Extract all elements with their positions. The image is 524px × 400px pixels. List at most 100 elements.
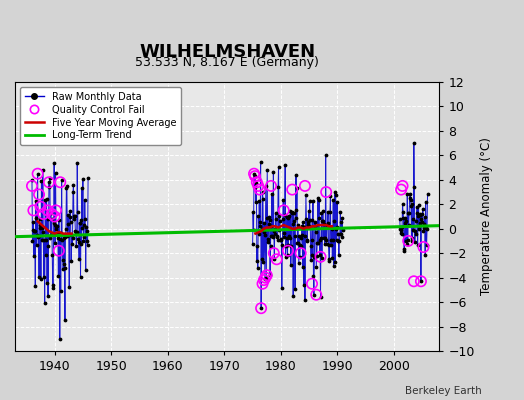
Point: [42, 196, 51, 202]
Point: [293, 222, 302, 228]
Point: [73, 209, 82, 215]
Point: [410, 184, 419, 191]
Point: [338, 215, 346, 222]
Point: [322, 189, 330, 195]
Point: [29, 207, 38, 214]
Point: [399, 209, 407, 215]
Point: [48, 252, 57, 258]
Point: [57, 230, 66, 236]
Point: [38, 236, 47, 243]
Point: [403, 191, 411, 197]
Point: [397, 230, 406, 237]
Point: [279, 216, 287, 222]
Point: [252, 199, 260, 205]
Point: [401, 220, 410, 226]
Point: [304, 222, 312, 228]
Point: [336, 231, 345, 238]
Point: [255, 231, 263, 237]
Point: [300, 224, 309, 230]
Point: [327, 237, 335, 243]
Point: [288, 210, 296, 216]
Point: [288, 209, 297, 215]
Point: [71, 228, 80, 235]
Point: [323, 219, 332, 226]
Point: [294, 260, 303, 266]
Point: [308, 252, 316, 259]
Point: [263, 215, 271, 221]
Point: [291, 207, 300, 214]
Point: [80, 234, 88, 241]
Point: [255, 197, 264, 204]
Point: [273, 234, 281, 240]
Point: [272, 256, 281, 262]
Title: WILHELMSHAVEN: WILHELMSHAVEN: [139, 43, 315, 61]
Point: [326, 209, 334, 216]
Point: [77, 217, 85, 224]
Point: [56, 236, 64, 242]
Point: [277, 236, 286, 242]
Point: [252, 180, 260, 186]
Point: [270, 227, 278, 234]
Point: [251, 173, 259, 179]
Point: [256, 159, 265, 166]
Point: [75, 220, 84, 226]
Point: [83, 242, 92, 249]
Point: [292, 214, 301, 221]
Point: [62, 226, 70, 232]
Point: [267, 232, 276, 239]
Point: [45, 179, 53, 186]
Point: [397, 230, 405, 236]
Point: [286, 208, 294, 214]
Point: [259, 196, 267, 202]
Point: [261, 182, 270, 189]
Point: [300, 224, 308, 231]
Point: [331, 192, 340, 198]
Point: [55, 230, 63, 236]
Point: [408, 201, 416, 207]
Point: [303, 236, 311, 243]
Point: [290, 218, 298, 224]
Point: [79, 238, 88, 244]
Point: [310, 292, 318, 298]
Point: [307, 257, 315, 263]
Point: [59, 266, 67, 272]
Point: [407, 203, 415, 209]
Point: [78, 185, 86, 191]
Point: [329, 236, 337, 243]
Point: [323, 222, 331, 228]
Point: [261, 232, 269, 238]
Point: [301, 297, 309, 303]
Point: [298, 264, 307, 270]
Point: [260, 276, 269, 282]
Point: [332, 226, 340, 232]
Point: [400, 248, 409, 254]
Point: [308, 280, 316, 287]
Point: [412, 218, 420, 225]
Point: [272, 233, 281, 239]
Point: [404, 238, 412, 244]
Point: [280, 212, 289, 218]
Point: [37, 276, 45, 282]
Point: [50, 222, 59, 228]
Point: [277, 237, 285, 244]
Point: [264, 239, 272, 246]
Point: [333, 199, 341, 205]
Point: [298, 232, 306, 238]
Point: [56, 179, 64, 186]
Point: [53, 231, 62, 237]
Point: [52, 223, 60, 229]
Point: [316, 237, 324, 243]
Point: [269, 168, 278, 175]
Point: [31, 198, 40, 204]
Point: [260, 277, 268, 283]
Point: [80, 221, 89, 228]
Point: [258, 280, 267, 287]
Point: [43, 207, 52, 214]
Point: [284, 241, 292, 248]
Point: [307, 242, 315, 249]
Point: [64, 232, 73, 239]
Point: [72, 230, 80, 236]
Point: [42, 252, 50, 258]
Point: [422, 242, 431, 248]
Point: [402, 217, 410, 224]
